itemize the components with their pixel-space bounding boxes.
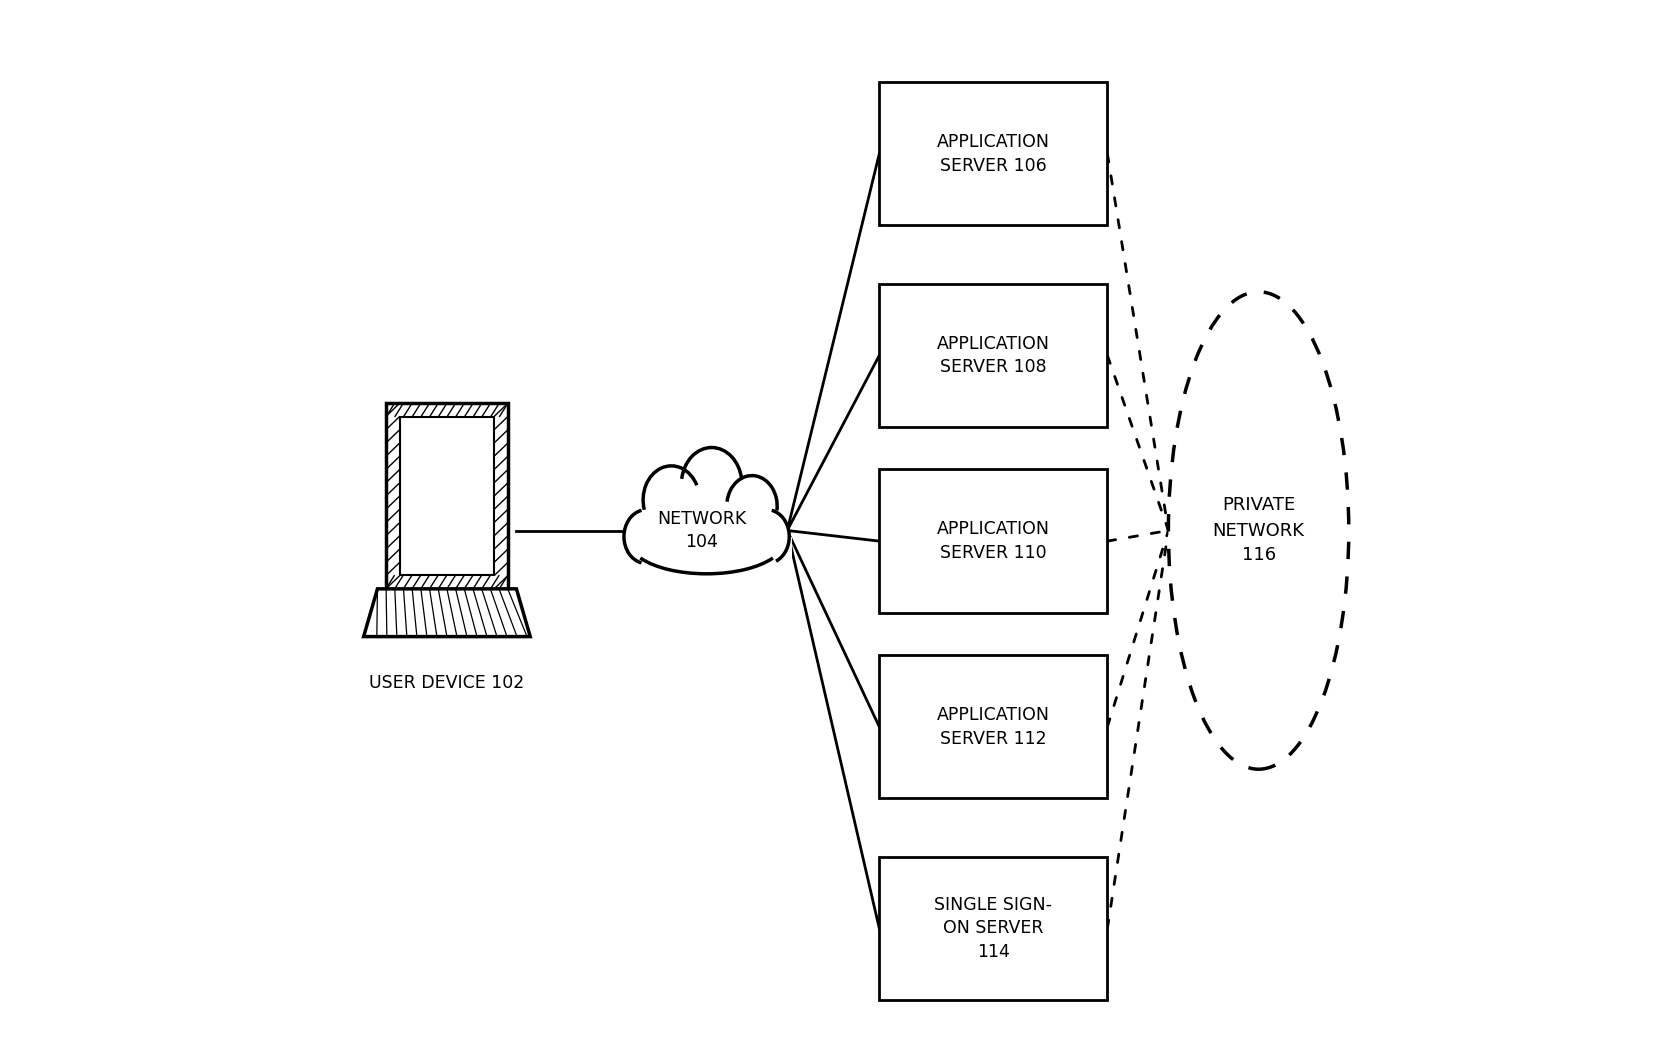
Polygon shape [364,589,531,637]
Polygon shape [386,403,509,589]
Text: NETWORK
104: NETWORK 104 [656,509,745,552]
Polygon shape [400,417,494,575]
Text: SINGLE SIGN-
ON SERVER
114: SINGLE SIGN- ON SERVER 114 [934,895,1053,961]
Ellipse shape [745,509,789,563]
Ellipse shape [643,466,700,534]
Text: APPLICATION
SERVER 108: APPLICATION SERVER 108 [937,334,1049,377]
Text: USER DEVICE 102: USER DEVICE 102 [369,674,524,692]
Polygon shape [880,83,1108,226]
Polygon shape [880,469,1108,613]
Ellipse shape [682,448,742,521]
Polygon shape [621,537,792,567]
Text: APPLICATION
SERVER 110: APPLICATION SERVER 110 [937,520,1049,562]
Text: PRIVATE
NETWORK
116: PRIVATE NETWORK 116 [1212,497,1305,564]
Ellipse shape [727,475,777,537]
Polygon shape [880,857,1108,999]
Polygon shape [880,656,1108,798]
Ellipse shape [625,509,668,563]
Text: APPLICATION
SERVER 112: APPLICATION SERVER 112 [937,706,1049,748]
Text: APPLICATION
SERVER 106: APPLICATION SERVER 106 [937,133,1049,175]
Polygon shape [880,283,1108,427]
Ellipse shape [1169,292,1348,769]
